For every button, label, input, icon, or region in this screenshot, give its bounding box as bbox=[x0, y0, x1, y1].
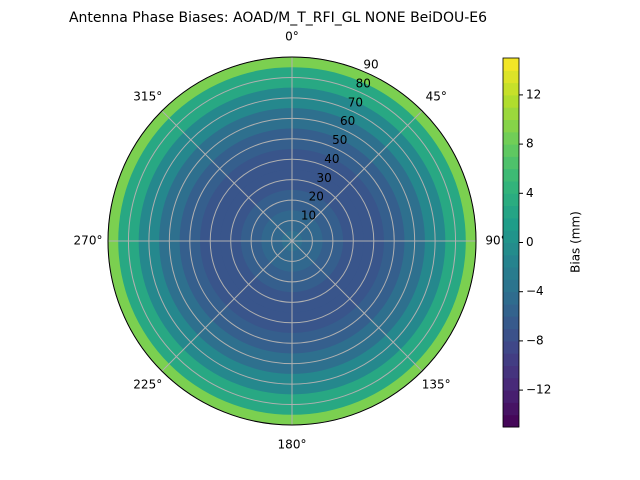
colorbar-band bbox=[503, 107, 519, 120]
colorbar-band bbox=[503, 377, 519, 391]
colorbar-band bbox=[503, 279, 519, 293]
r-tick-label: 50 bbox=[332, 133, 347, 147]
colorbar-band bbox=[503, 168, 519, 182]
r-tick-label: 10 bbox=[301, 209, 316, 223]
theta-tick-label: 315° bbox=[133, 89, 162, 103]
r-tick-label: 70 bbox=[348, 95, 363, 109]
r-tick-label: 30 bbox=[316, 171, 331, 185]
colorbar-band bbox=[503, 353, 519, 366]
colorbar-band bbox=[503, 242, 519, 256]
colorbar-label: Bias (mm) bbox=[569, 211, 583, 273]
r-tick-label: 90 bbox=[363, 58, 378, 72]
colorbar-tick-label: 12 bbox=[526, 87, 541, 101]
polar-frame bbox=[107, 56, 477, 426]
colorbar-band bbox=[503, 144, 519, 157]
colorbar-tick-label: 0 bbox=[526, 235, 534, 249]
colorbar-band bbox=[503, 193, 519, 207]
colorbar-band bbox=[503, 267, 519, 280]
colorbar-band bbox=[503, 70, 519, 84]
colorbar-band bbox=[503, 156, 519, 170]
colorbar-band bbox=[503, 181, 519, 194]
angular-grid bbox=[161, 240, 293, 372]
theta-tick-label: 45° bbox=[426, 89, 447, 103]
colorbar-band bbox=[503, 131, 519, 145]
colorbar-band bbox=[503, 414, 519, 428]
angular-grid bbox=[291, 240, 423, 372]
colorbar-band bbox=[503, 230, 519, 243]
colorbar-band bbox=[503, 217, 519, 231]
colorbar-tick-label: 4 bbox=[526, 186, 534, 200]
r-tick-label: 40 bbox=[324, 152, 339, 166]
theta-tick-label: 180° bbox=[278, 438, 307, 452]
colorbar-band bbox=[503, 291, 519, 305]
colorbar-band bbox=[503, 94, 519, 108]
colorbar-band bbox=[503, 304, 519, 317]
colorbar-band bbox=[503, 205, 519, 219]
colorbar-band bbox=[503, 390, 519, 403]
r-tick-label: 60 bbox=[340, 114, 355, 128]
theta-tick-label: 0° bbox=[285, 30, 299, 44]
theta-tick-label: 270° bbox=[74, 234, 103, 248]
angular-grid bbox=[291, 110, 423, 242]
chart-title: Antenna Phase Biases: AOAD/M_T_RFI_GL NO… bbox=[69, 10, 487, 26]
theta-tick-label: 225° bbox=[133, 378, 162, 392]
colorbar-band bbox=[503, 82, 519, 96]
colorbar-band bbox=[503, 402, 519, 416]
colorbar-band bbox=[503, 340, 519, 354]
colorbar-band bbox=[503, 316, 519, 330]
colorbar-tick-label: −8 bbox=[526, 333, 544, 347]
angular-grid bbox=[161, 110, 293, 242]
theta-tick-label: 135° bbox=[422, 378, 451, 392]
colorbar-band bbox=[503, 119, 519, 133]
colorbar-band bbox=[503, 328, 519, 342]
colorbar-tick-label: −12 bbox=[526, 383, 551, 397]
theta-tick-label: 90° bbox=[485, 234, 506, 248]
colorbar-tick-label: 8 bbox=[526, 137, 534, 151]
r-tick-label: 80 bbox=[356, 76, 371, 90]
colorbar-tick-label: −4 bbox=[526, 284, 544, 298]
colorbar-band bbox=[503, 365, 519, 379]
colorbar-band bbox=[503, 254, 519, 268]
r-tick-label: 20 bbox=[309, 190, 324, 204]
colorbar-band bbox=[503, 58, 519, 71]
